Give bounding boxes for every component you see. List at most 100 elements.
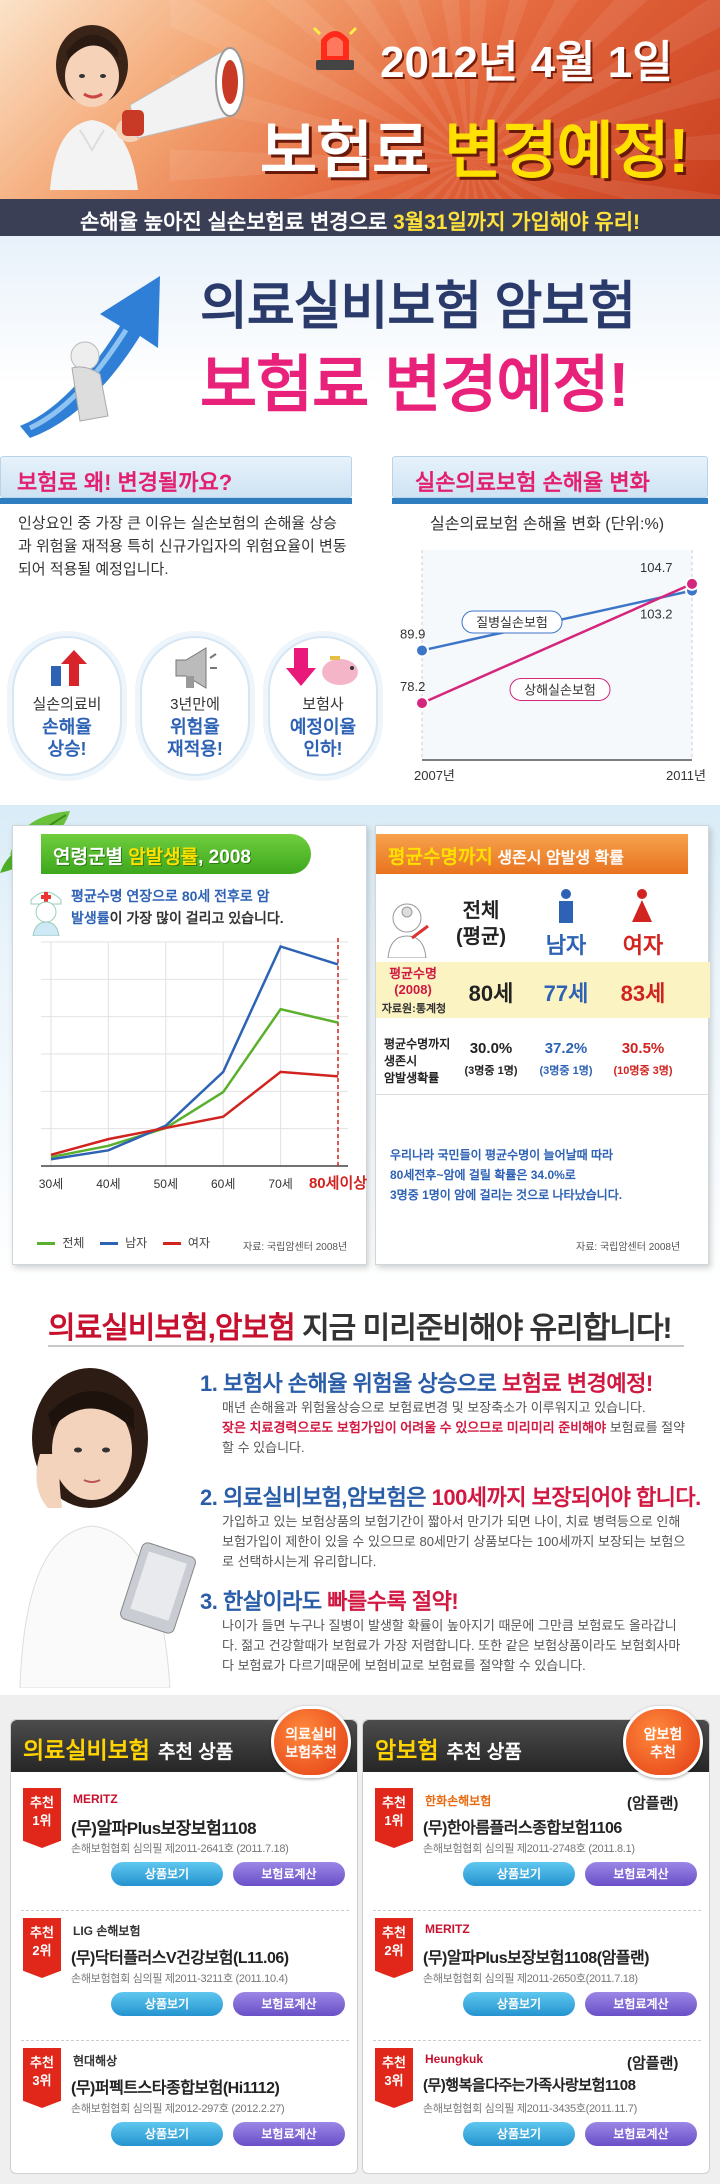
age-legend: 전체 남자 여자 — [37, 1234, 210, 1251]
reason-1-title-b: 보험료 변경예정! — [502, 1371, 653, 1396]
item-divider — [373, 1910, 701, 1911]
survival-note-c: 3명중 1명이 암에 걸리는 것으로 나타났습니다. — [390, 1188, 623, 1202]
why-item-risk: 3년만에 위험율 재적용! — [140, 636, 250, 776]
product-name: (무)행복을다주는가족사랑보험1108 — [423, 2077, 636, 2094]
product-view-button[interactable]: 상품보기 — [111, 2122, 223, 2146]
why-item-risk-highlight: 위험율 재적용! — [167, 717, 223, 759]
disease-point-0 — [415, 643, 429, 658]
premium-calc-button[interactable]: 보험료계산 — [585, 2122, 697, 2146]
x-tick-end: 2011년 — [666, 768, 706, 783]
reason-1-title-a: 1. 보험사 손해율 위험율 상승으로 — [200, 1371, 503, 1396]
product-registration: 손해보험협회 심의필 제2011-3435호(2011.11.7) — [423, 2103, 637, 2115]
survival-note-a: 우리나라 국민들이 평균수명이 늘어날때 따라 — [390, 1148, 614, 1162]
product-name: (무)퍼펙트스타종합보험(Hi1112) — [71, 2080, 280, 2097]
deadline-text: 손해율 높아진 실손보험료 변경으로 3월31일까지 가입해야 유리! — [0, 206, 720, 236]
medical-item-1: 추천 1위 MERITZ (무)알파Plus보장보험1108 손해보험협회 심의… — [21, 1788, 349, 1908]
row2-total-sub: (3명중 1명) — [464, 1065, 518, 1077]
rank-text: 추천 1위 — [30, 1795, 54, 1828]
reason-3-title-b: 빠를수록 절약! — [327, 1589, 459, 1614]
product-view-button[interactable]: 상품보기 — [111, 1992, 223, 2016]
woman-megaphone-illustration — [50, 25, 245, 190]
medical-sub: 추천 상품 — [157, 1742, 234, 1763]
injury-series-line — [421, 582, 693, 705]
why-header-title: 보험료 왜! 변경될까요? — [17, 465, 232, 497]
injury-point-1 — [685, 576, 699, 591]
legend-male-swatch — [99, 1242, 118, 1246]
why-item-loss-label: 실손의료비 — [32, 696, 102, 713]
rank-badge: 추천 1위 — [375, 1788, 413, 1848]
product-view-button[interactable]: 상품보기 — [463, 1862, 575, 1886]
premium-calc-button[interactable]: 보험료계산 — [233, 1862, 345, 1886]
medical-products-title: 의료실비보험 추천 상품 — [23, 1731, 233, 1765]
age-note-b: 80세 전후로 — [181, 888, 253, 904]
female-icon — [632, 889, 652, 922]
legend-male: 남자 — [125, 1236, 148, 1250]
down-arrow-piggybank-icon — [286, 648, 358, 686]
cancer-title: 암보험 — [375, 1737, 439, 1763]
legend-total-swatch — [37, 1242, 55, 1246]
item-divider — [21, 1910, 349, 1911]
banner-line2: 보험료 변경예정! — [200, 351, 629, 420]
rank-text: 추천 3위 — [30, 2055, 54, 2088]
prepare-headline-text: 의료실비보험,암보험 지금 미리준비해야 유리합니다! — [48, 1303, 673, 1347]
reason-3-title-a: 3. 한살이라도 — [200, 1589, 328, 1614]
survival-note-b: 80세전후~암에 걸릴 확률은 34.0%로 — [390, 1168, 576, 1182]
table-divider — [376, 1094, 710, 1095]
age-title-b: 암발생률 — [128, 847, 199, 868]
title-banner: 의료실비보험 암보험 보험료 변경예정! — [0, 236, 720, 450]
premium-calc-button[interactable]: 보험료계산 — [585, 1992, 697, 2016]
premium-calc-button[interactable]: 보험료계산 — [233, 2122, 345, 2146]
hero-title-b: 변경예정! — [444, 117, 689, 186]
cancer-products-box: 암보험 추천 상품 암보험 추천 추천 1위 한화손해보험 (암플랜) (무)한아… — [362, 1706, 710, 2174]
row2-female: 30.5% — [621, 1040, 665, 1057]
company-logo: LIG 손해보험 — [73, 1924, 141, 1938]
row2-total: 30.0% — [469, 1040, 513, 1057]
survival-title-b: 생존시 암발생 확률 — [492, 850, 624, 867]
rank-badge: 추천 2위 — [23, 1918, 61, 1978]
rising-arrow-illustration — [20, 276, 160, 438]
item-divider — [21, 2040, 349, 2041]
product-view-button[interactable]: 상품보기 — [463, 2122, 575, 2146]
premium-calc-button[interactable]: 보험료계산 — [233, 1992, 345, 2016]
product-registration: 손해보험협회 심의필 제2011-2748호 (2011.8.1) — [423, 1843, 635, 1855]
reason-2-desc: 가입하고 있는 보험상품의 보험기간이 짧아서 만기가 되면 나이, 치료 병력… — [222, 1514, 686, 1569]
plan-tag: (암플랜) — [627, 2055, 679, 2072]
col-total: 전체 (평균) — [455, 900, 507, 948]
company-logo: MERITZ — [73, 1792, 118, 1806]
x-tick-2: 50세 — [154, 1177, 178, 1191]
rank-badge: 추천 3위 — [375, 2048, 413, 2108]
products-section: 의료실비보험 추천 상품 의료실비 보험추천 추천 1위 MERITZ (무)알파… — [0, 1695, 720, 2184]
age-note-line2: 발생률이 가장 많이 걸리고 있습니다. — [71, 908, 284, 928]
row1-label: 평균수명 (2008) — [389, 966, 437, 997]
product-view-button[interactable]: 상품보기 — [111, 1862, 223, 1886]
loss-title-b: 손해율 변화 — [542, 470, 650, 495]
x-tick-4: 70세 — [268, 1177, 292, 1191]
why-section: 보험료 왜! 변경될까요? 인상요인 중 가장 큰 이유는 실손보험의 손해율 … — [0, 450, 720, 805]
why-item-rate-label: 보험사 — [302, 696, 344, 713]
survival-panel: 평균수명까지 생존시 암발생 확률 전체 (평균) 남자 여자 평균수명 (20… — [375, 825, 710, 1265]
survival-source: 자료: 국립암센터 2008년 — [576, 1242, 681, 1253]
disease-value-1: 103.2 — [640, 607, 673, 622]
company-logo: 현대해상 — [73, 2054, 118, 2068]
injury-value-0: 78.2 — [400, 679, 425, 694]
why-item-risk-label: 3년만에 — [170, 696, 220, 713]
reason-1-desc-b: 잦은 치료경력으로도 보험가입이 어려울 수 있으므로 미리미리 준비해야 — [222, 1420, 607, 1435]
rank-badge: 추천 1위 — [23, 1788, 61, 1848]
nurse-icon — [30, 891, 62, 936]
cancer-item-3: 추천 3위 Heungkuk (암플랜) (무)행복을다주는가족사랑보험1108… — [373, 2048, 701, 2168]
why-item-rate-highlight: 예정이율 인하! — [289, 717, 357, 759]
row1-total: 80세 — [468, 981, 514, 1006]
row2-male-sub: (3명중 1명) — [539, 1065, 593, 1077]
hero-title-a: 보험료 — [260, 117, 445, 186]
injury-point-0 — [415, 696, 429, 711]
disease-value-0: 89.9 — [400, 626, 425, 641]
survival-title-a: 평균수명까지 — [388, 847, 493, 868]
rank-text: 추천 2위 — [382, 1925, 406, 1958]
company-logo: MERITZ — [425, 1922, 470, 1936]
product-view-button[interactable]: 상품보기 — [463, 1992, 575, 2016]
doctor-icon — [387, 903, 429, 958]
medical-badge: 의료실비 보험추천 — [271, 1706, 351, 1778]
premium-calc-button[interactable]: 보험료계산 — [585, 1862, 697, 1886]
product-name: (무)알파Plus보장보험1108 — [71, 1819, 257, 1838]
